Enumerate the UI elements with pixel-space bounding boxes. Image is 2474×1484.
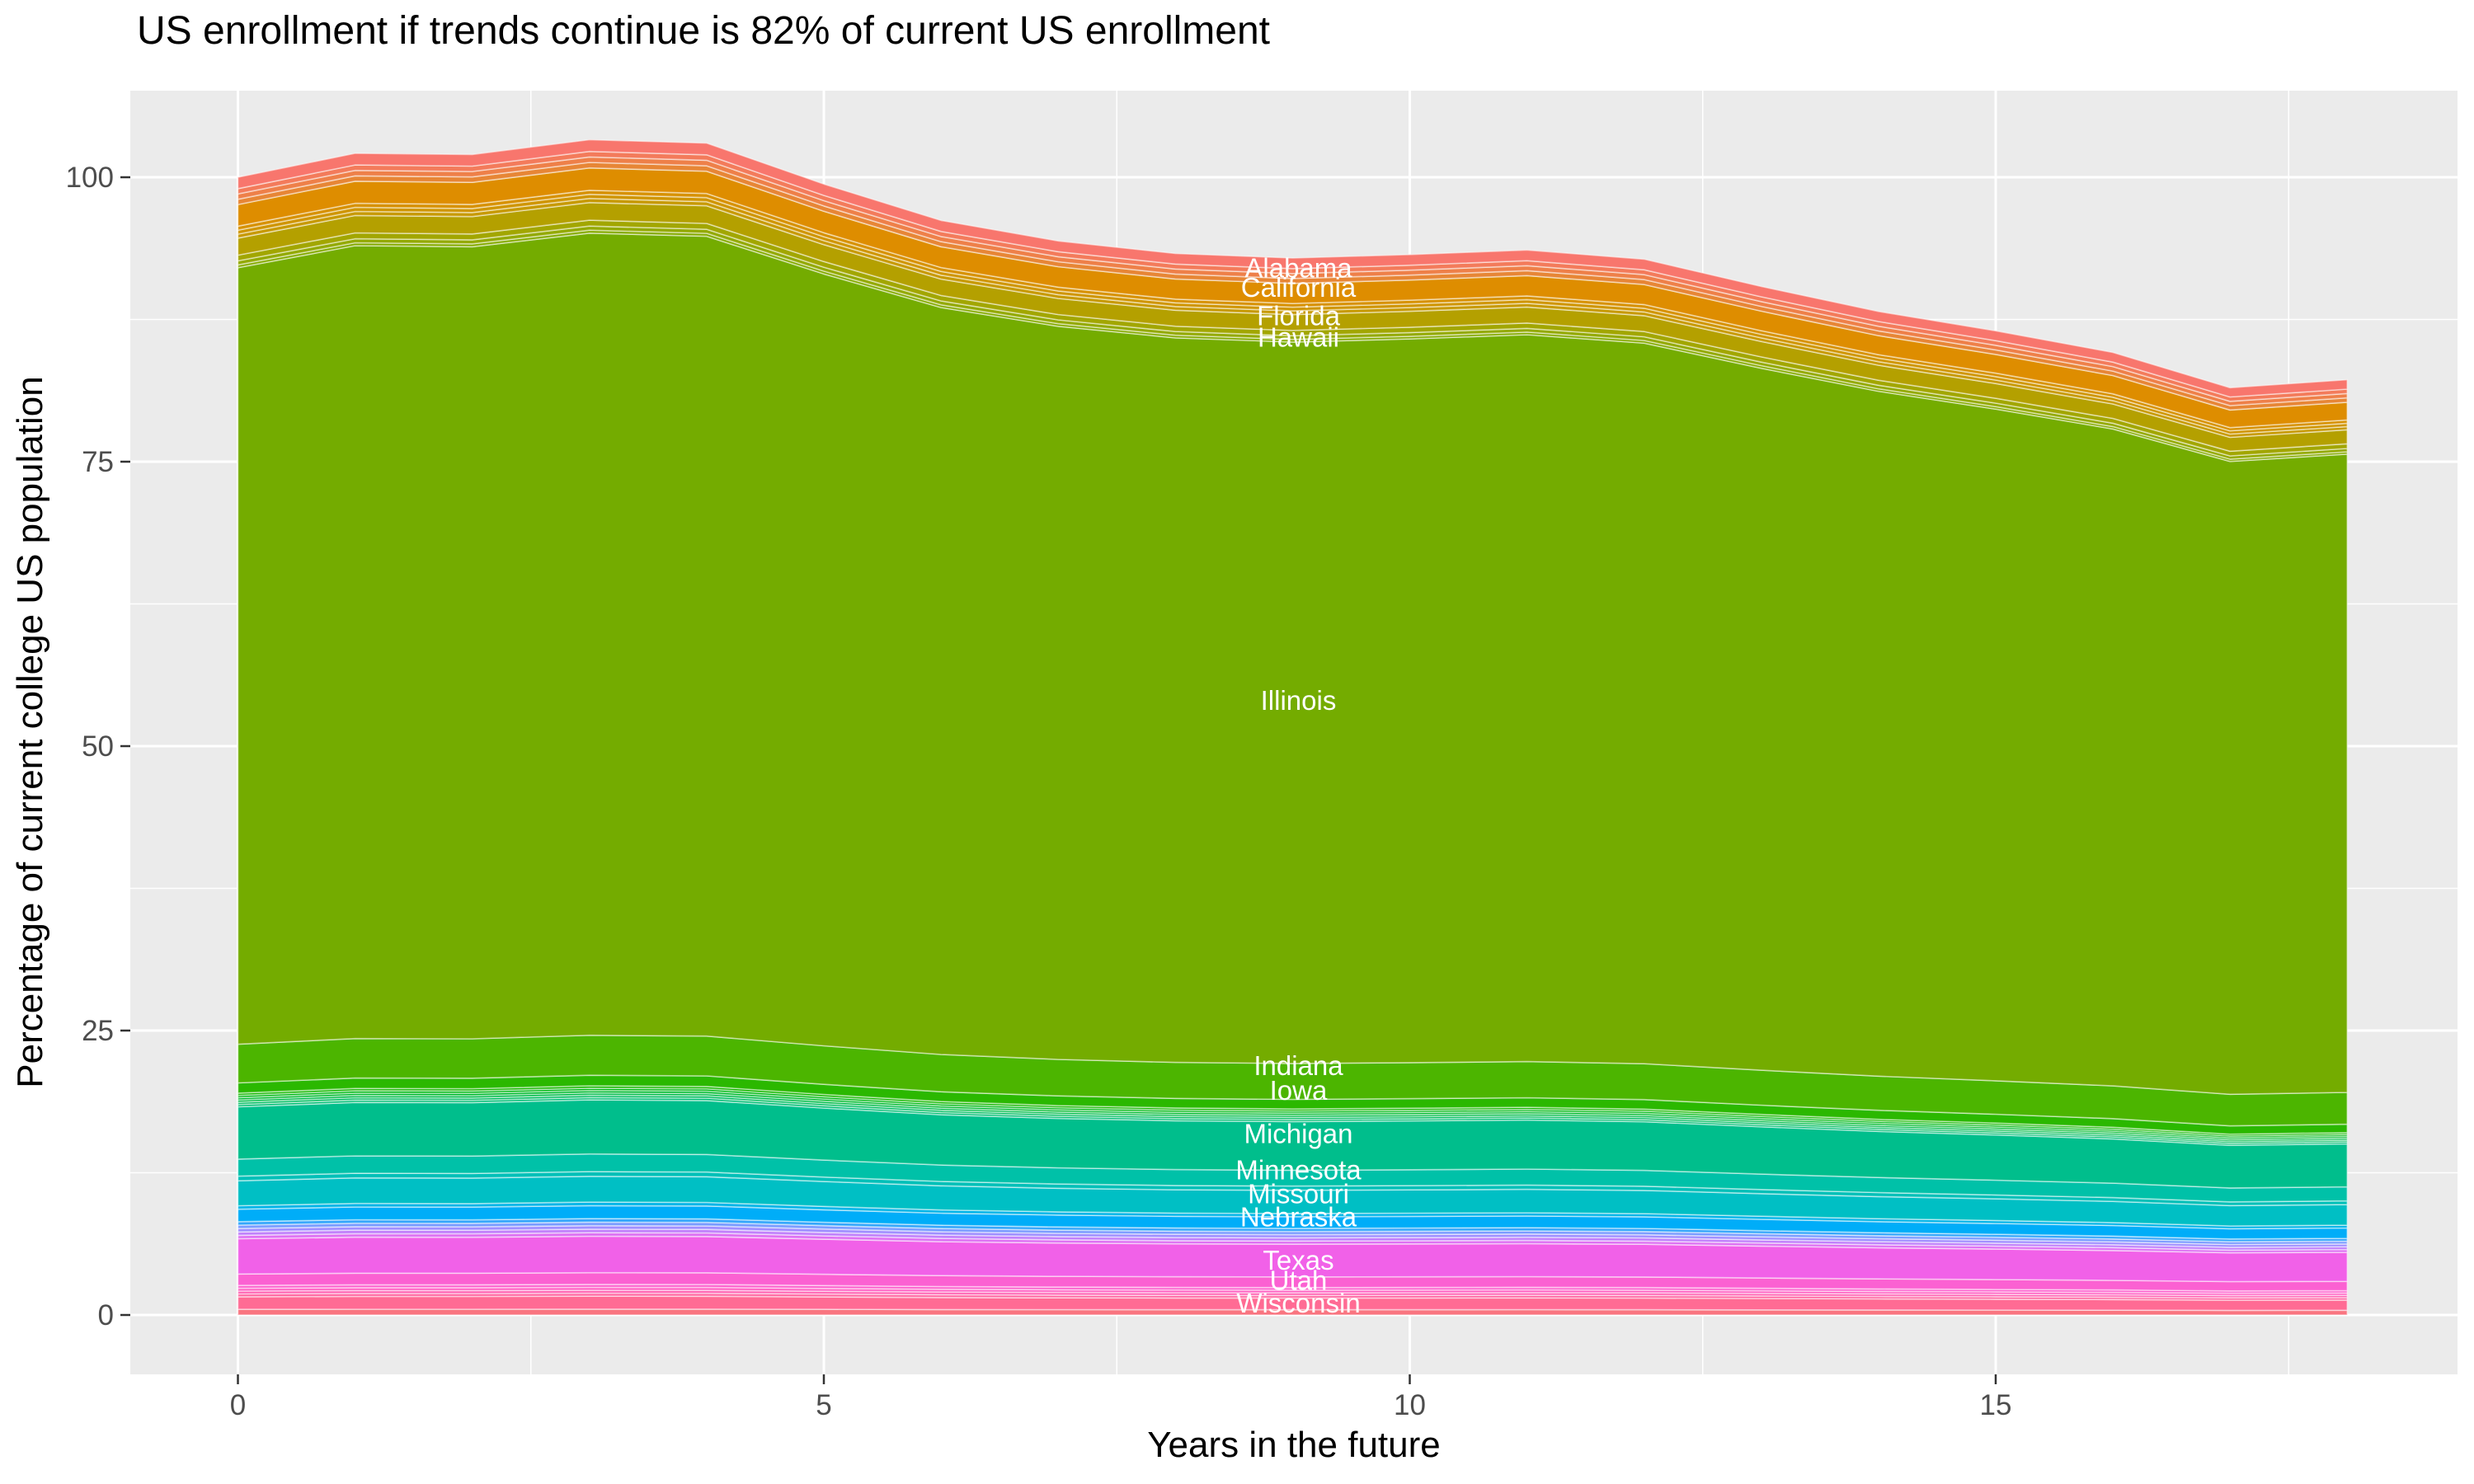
y-tick-label: 100	[66, 162, 114, 194]
y-tick-label: 50	[82, 730, 114, 763]
state-label-indiana: Indiana	[1253, 1050, 1343, 1081]
x-axis-title: Years in the future	[1147, 1425, 1441, 1465]
state-label-florida: Florida	[1257, 300, 1341, 331]
state-label-missouri: Missouri	[1248, 1179, 1349, 1209]
y-tick-label: 25	[82, 1015, 114, 1047]
state-label-illinois: Illinois	[1261, 685, 1337, 716]
area-band-alabama	[237, 139, 2349, 398]
state-label-hawaii: Hawaii	[1258, 322, 1339, 353]
state-label-alabama: Alabama	[1244, 252, 1352, 283]
state-label-michigan: Michigan	[1244, 1119, 1352, 1149]
state-label-utah: Utah	[1270, 1266, 1328, 1296]
state-label-iowa: Iowa	[1270, 1075, 1328, 1106]
state-label-texas: Texas	[1263, 1245, 1333, 1275]
x-tick-label: 15	[1980, 1389, 2012, 1421]
x-tick-label: 5	[816, 1389, 831, 1421]
x-tick-label: 0	[230, 1389, 246, 1421]
y-tick-label: 75	[82, 446, 114, 478]
state-label-nebraska: Nebraska	[1240, 1201, 1357, 1232]
chart-title: US enrollment if trends continue is 82% …	[137, 9, 1270, 53]
x-tick-label: 10	[1394, 1389, 1426, 1421]
state-label-california: California	[1241, 272, 1357, 303]
y-tick-label: 0	[98, 1299, 114, 1331]
state-label-wisconsin: Wisconsin	[1236, 1288, 1360, 1318]
state-label-minnesota: Minnesota	[1235, 1155, 1362, 1186]
